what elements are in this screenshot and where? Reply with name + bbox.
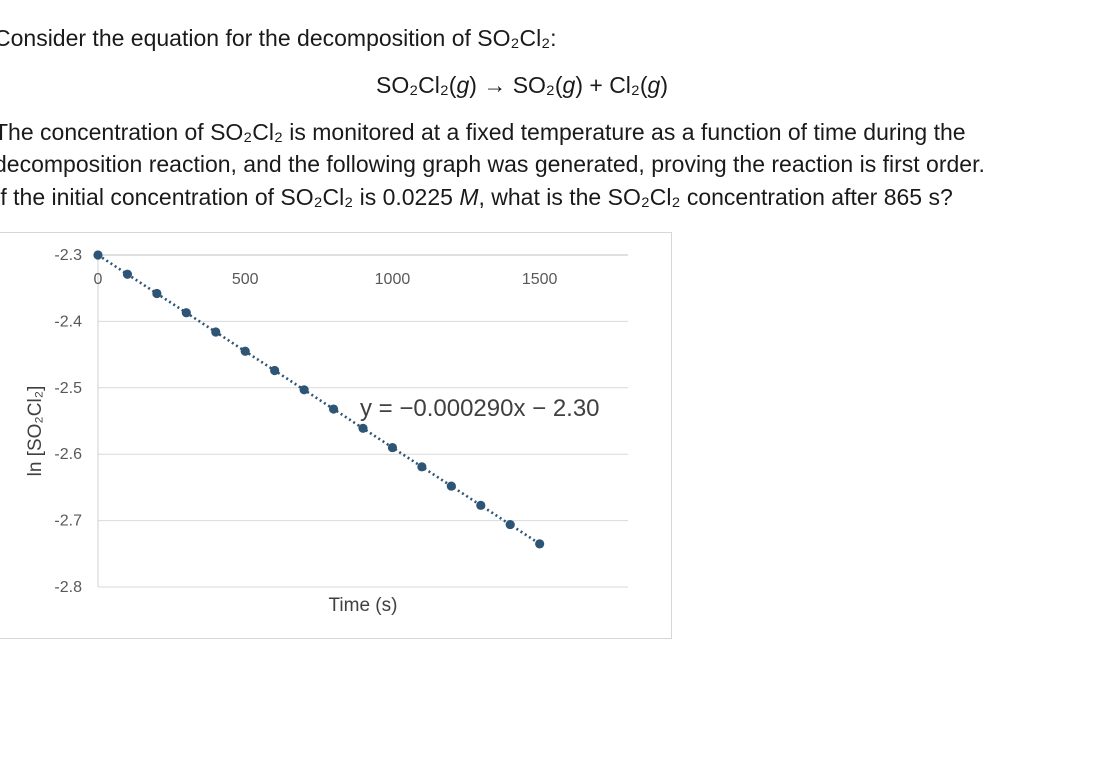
data-point <box>417 462 427 472</box>
y-tick-label: -2.5 <box>54 380 82 397</box>
y-axis-label: ln [SO₂Cl₂] <box>25 386 46 477</box>
data-point <box>446 481 456 491</box>
data-point <box>93 250 103 260</box>
data-point <box>535 539 545 549</box>
question-line-3: If the initial concentration of SO₂Cl₂ i… <box>0 184 953 210</box>
data-point <box>122 269 133 279</box>
data-point <box>358 423 368 433</box>
x-tick-label: 500 <box>232 271 259 288</box>
data-point <box>476 500 486 510</box>
data-point <box>387 442 398 453</box>
data-point <box>505 519 515 530</box>
question-line-2: decomposition reaction, and the followin… <box>0 151 985 177</box>
data-point <box>152 288 162 299</box>
data-points <box>93 250 545 549</box>
data-point <box>181 308 191 318</box>
intro-sub2: ₂ <box>510 25 520 51</box>
x-tick-label: 1500 <box>522 271 558 288</box>
intro-colon: : <box>550 25 557 51</box>
y-tick-label: -2.3 <box>54 247 82 264</box>
y-tick-label: -2.8 <box>54 579 82 596</box>
y-tick-label: -2.6 <box>54 446 82 463</box>
question-line-1: The concentration of SO₂Cl₂ is monitored… <box>0 119 966 145</box>
data-point <box>240 346 250 356</box>
x-tick-label: 0 <box>94 271 103 288</box>
y-tick-label: -2.4 <box>54 313 82 330</box>
chart-svg: -2.3 -2.4 -2.5 -2.6 -2.7 -2.8 0 500 1000 1500 y … <box>25 247 628 616</box>
intro-text: Consider the equation for the decomposit… <box>0 25 511 51</box>
data-point <box>299 385 309 395</box>
data-point <box>211 327 221 337</box>
x-tick-label: 1000 <box>375 271 411 288</box>
chart-container: -2.3 -2.4 -2.5 -2.6 -2.7 -2.8 0 500 1000 1500 y … <box>0 232 672 639</box>
intro-sub2b: ₂ <box>541 25 551 51</box>
y-tick-labels: -2.3 -2.4 -2.5 -2.6 -2.7 -2.8 <box>54 247 82 596</box>
x-tick-labels: 0 500 1000 1500 <box>94 271 558 288</box>
intro-cl: Cl <box>519 25 542 51</box>
x-axis-label: Time (s) <box>329 595 398 616</box>
question-intro: Consider the equation for the decomposit… <box>0 22 557 54</box>
y-tick-label: -2.7 <box>54 513 82 530</box>
axes <box>97 254 628 587</box>
reaction-equation: SO₂Cl₂(g) → SO₂(g) + Cl₂(g) <box>376 72 668 98</box>
data-point <box>270 365 280 376</box>
data-point <box>328 404 339 414</box>
trendline-label: y = −0.000290x − 2.30 <box>360 395 600 422</box>
